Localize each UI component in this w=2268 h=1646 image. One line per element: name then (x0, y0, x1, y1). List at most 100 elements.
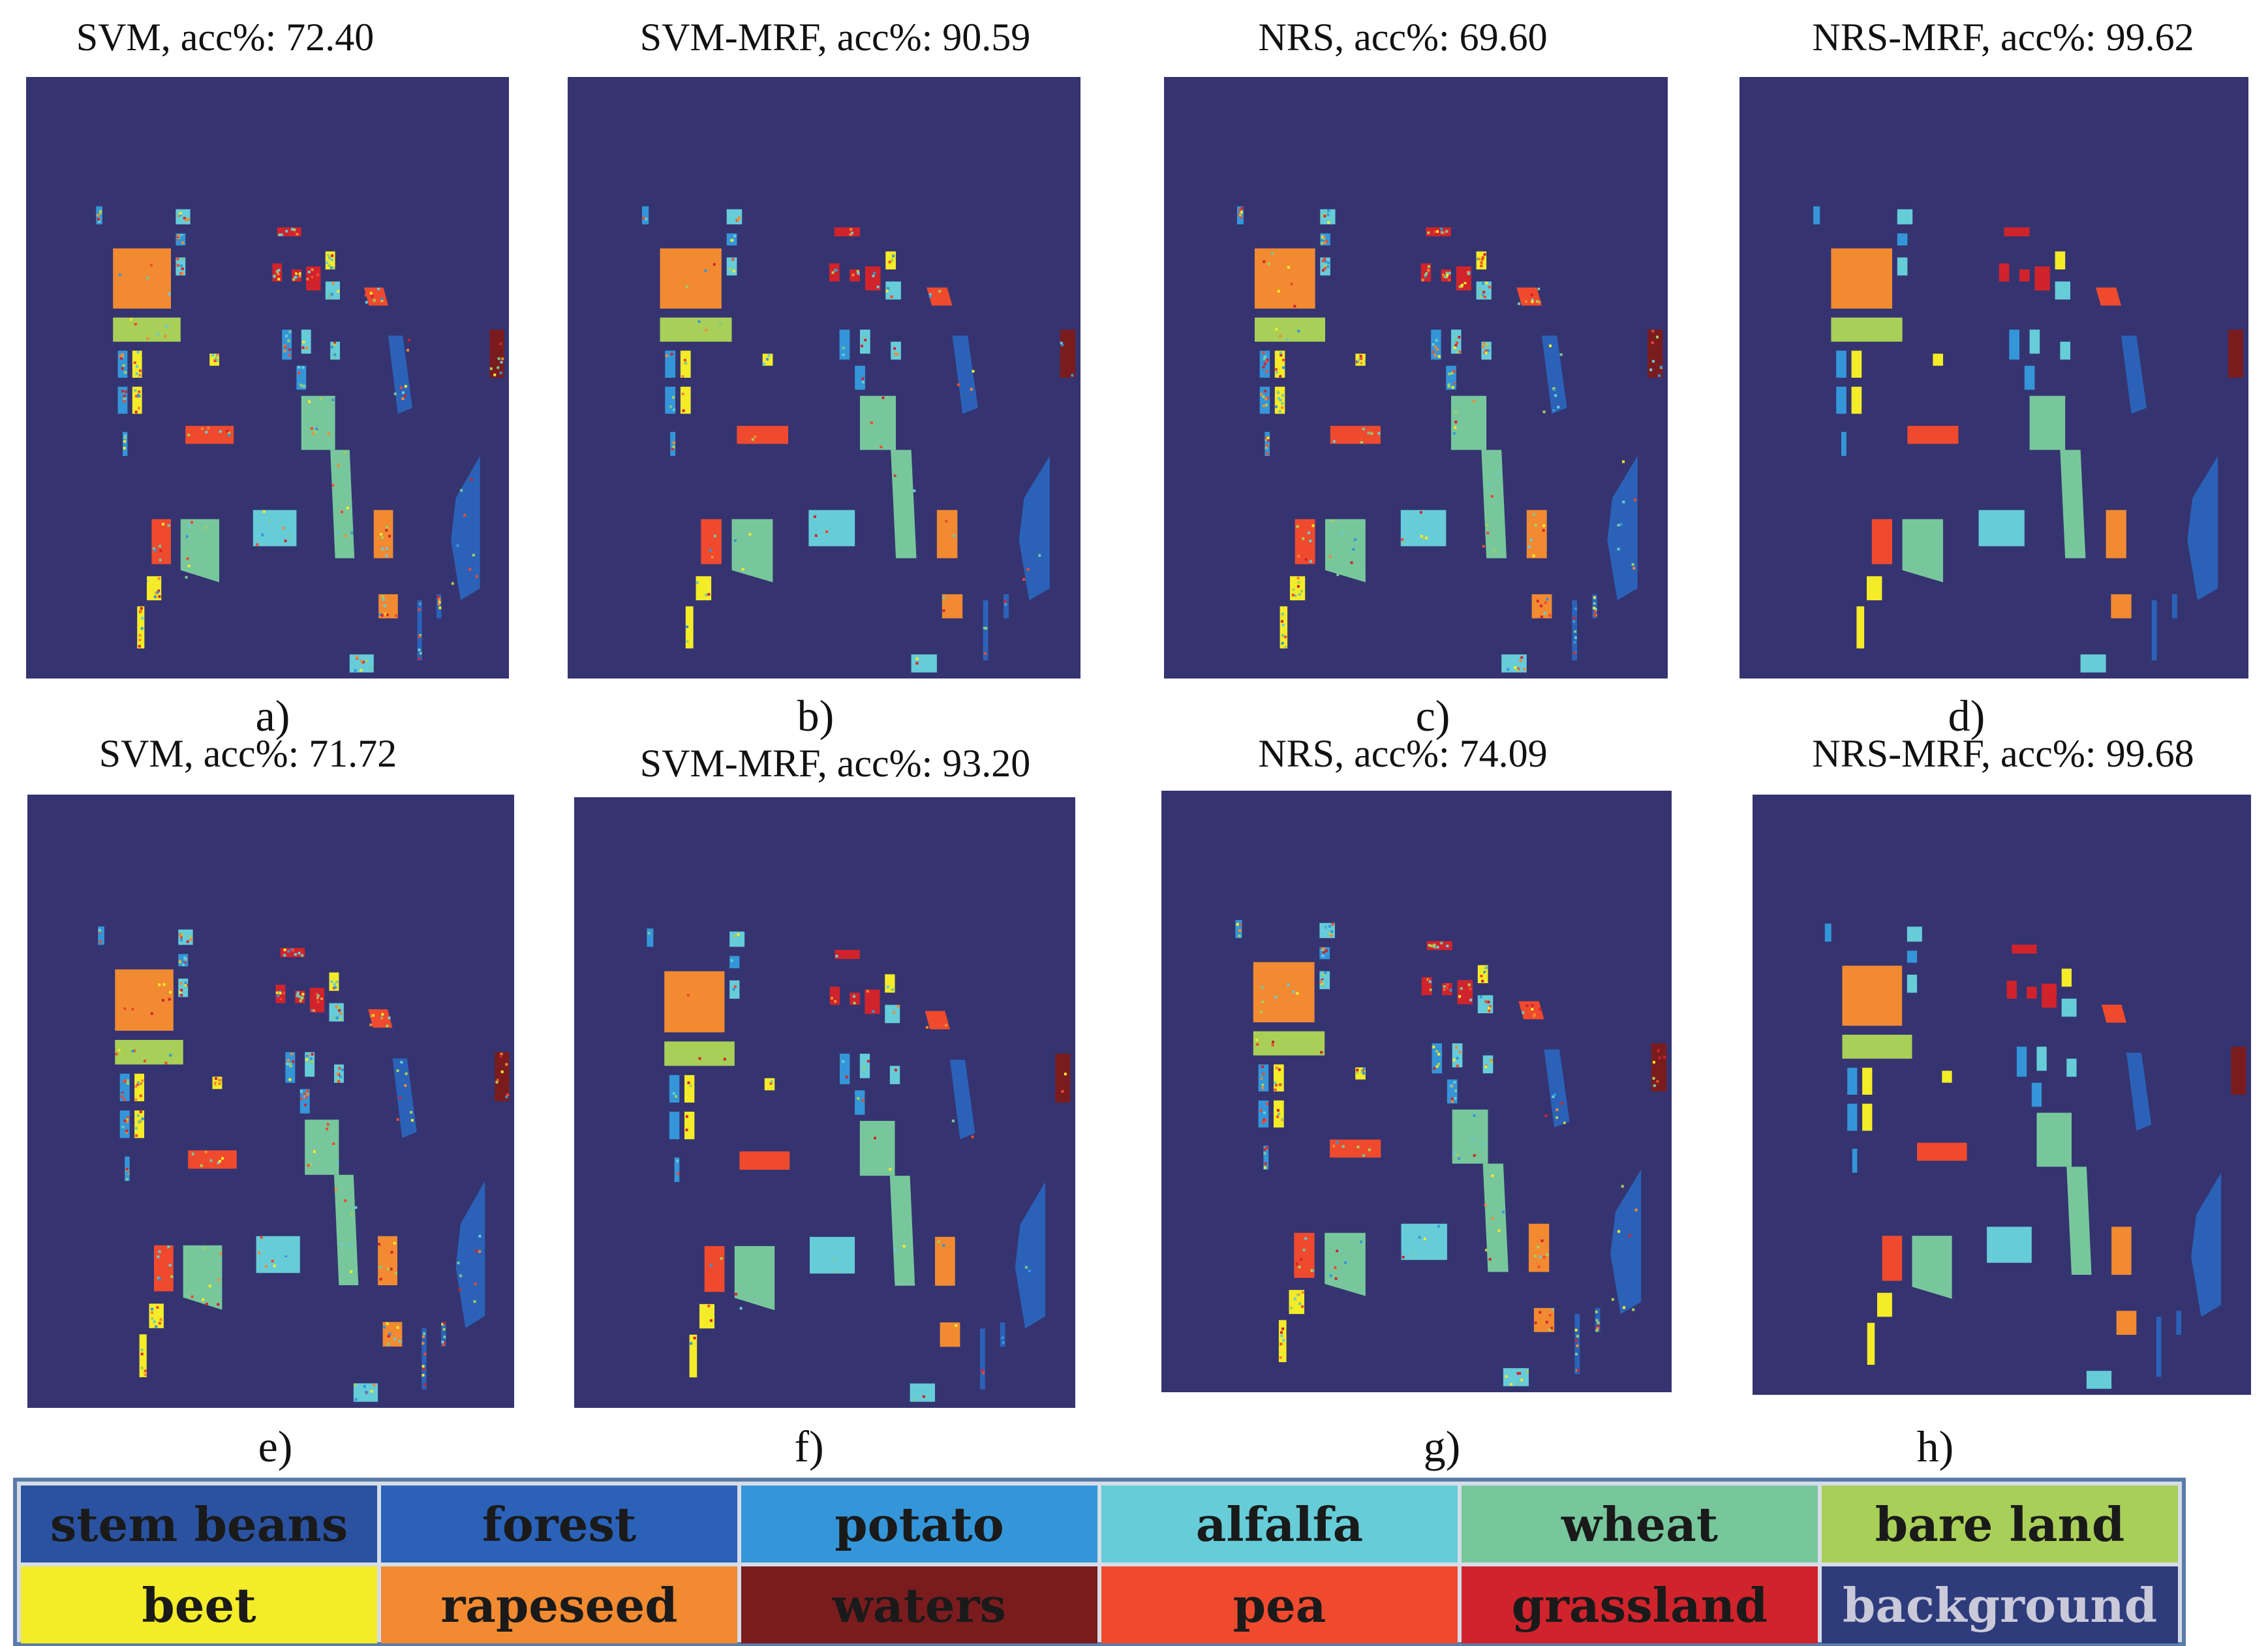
field-rapeseed (1526, 510, 1547, 558)
noise-pixel (1480, 264, 1483, 267)
noise-pixel (1004, 603, 1007, 606)
field-potato (1258, 1064, 1269, 1091)
field-alfalfa (2029, 329, 2040, 354)
noise-pixel (1296, 585, 1300, 588)
noise-pixel (134, 1127, 138, 1130)
field-pea (1907, 425, 1959, 444)
noise-pixel (123, 395, 126, 398)
noise-pixel (957, 383, 960, 386)
noise-pixel (410, 1119, 414, 1122)
noise-pixel (1275, 405, 1278, 408)
noise-pixel (217, 1303, 220, 1306)
noise-pixel (301, 366, 305, 369)
noise-pixel (1484, 351, 1488, 354)
noise-pixel (337, 1006, 340, 1009)
noise-pixel (1292, 990, 1295, 994)
field-wheat (2060, 450, 2086, 558)
noise-pixel (1296, 1293, 1299, 1296)
field-grassland (1421, 977, 1432, 996)
noise-pixel (672, 441, 675, 444)
noise-pixel (187, 433, 191, 436)
noise-pixel (1550, 1326, 1554, 1330)
noise-pixel (1326, 952, 1329, 955)
noise-pixel (390, 1268, 393, 1271)
noise-pixel (1278, 397, 1281, 400)
field-alfalfa (1897, 257, 1908, 276)
field-alfalfa (1907, 926, 1922, 942)
noise-pixel (180, 264, 183, 267)
noise-pixel (1534, 524, 1537, 527)
field-grassland (865, 989, 880, 1014)
noise-pixel (1445, 986, 1448, 990)
field-bare-land (664, 1041, 735, 1066)
noise-pixel (278, 234, 281, 236)
noise-pixel (316, 994, 320, 998)
noise-pixel (308, 400, 311, 403)
noise-pixel (1265, 1123, 1268, 1127)
noise-pixel (1449, 1084, 1452, 1088)
field-potato (665, 350, 676, 378)
noise-pixel (720, 1257, 723, 1260)
noise-pixel (298, 275, 301, 278)
field-alfalfa (1978, 510, 2025, 547)
noise-pixel (1484, 973, 1488, 976)
noise-pixel (305, 1096, 308, 1099)
noise-pixel (754, 435, 757, 438)
field-forest (2126, 1052, 2152, 1131)
noise-pixel (187, 218, 190, 221)
noise-pixel (709, 1319, 713, 1322)
noise-pixel (385, 554, 388, 557)
noise-pixel (306, 288, 309, 291)
noise-pixel (301, 954, 304, 957)
noise-pixel (1652, 1076, 1655, 1080)
field-pea (1516, 287, 1542, 306)
noise-pixel (686, 640, 689, 643)
noise-pixel (1278, 1112, 1281, 1116)
noise-pixel (1418, 1236, 1421, 1239)
noise-pixel (1574, 1339, 1578, 1342)
field-potato (1907, 951, 1918, 963)
noise-pixel (151, 1311, 154, 1315)
noise-pixel (1488, 1258, 1492, 1261)
noise-pixel (1536, 300, 1539, 303)
field-rapeseed (115, 969, 174, 1031)
noise-pixel (386, 613, 389, 617)
noise-pixel (1628, 1234, 1631, 1237)
field-wheat (180, 519, 219, 583)
noise-pixel (1359, 354, 1362, 358)
noise-pixel (1443, 1246, 1446, 1249)
noise-pixel (1284, 635, 1287, 639)
noise-pixel (825, 530, 828, 533)
noise-pixel (928, 293, 932, 296)
class-legend: stem beans forest potato alfalfa wheat b… (13, 1478, 2186, 1646)
field-forest (392, 1058, 417, 1138)
noise-pixel (273, 264, 277, 267)
noise-pixel (1594, 610, 1597, 613)
field-beet (1477, 965, 1488, 983)
noise-pixel (1328, 925, 1331, 928)
noise-pixel (295, 272, 298, 275)
noise-pixel (1531, 1004, 1534, 1007)
noise-pixel (1530, 294, 1533, 296)
noise-pixel (1060, 341, 1063, 344)
field-wheat (1912, 1236, 1952, 1299)
noise-pixel (134, 323, 137, 326)
noise-pixel (928, 295, 932, 298)
noise-pixel (364, 294, 367, 297)
noise-pixel (1482, 290, 1486, 294)
noise-pixel (150, 264, 153, 267)
noise-pixel (1362, 1154, 1366, 1157)
noise-pixel (1514, 666, 1517, 669)
noise-pixel (408, 339, 410, 342)
noise-pixel (1651, 329, 1655, 333)
noise-pixel (1456, 1057, 1459, 1059)
noise-pixel (287, 535, 290, 538)
field-beet (1942, 1071, 1952, 1083)
noise-pixel (157, 577, 161, 580)
noise-pixel (338, 1067, 341, 1070)
noise-pixel (1659, 365, 1663, 369)
field-pea (925, 1011, 950, 1029)
noise-pixel (158, 1322, 161, 1325)
noise-pixel (139, 609, 142, 613)
noise-pixel (925, 1026, 928, 1029)
